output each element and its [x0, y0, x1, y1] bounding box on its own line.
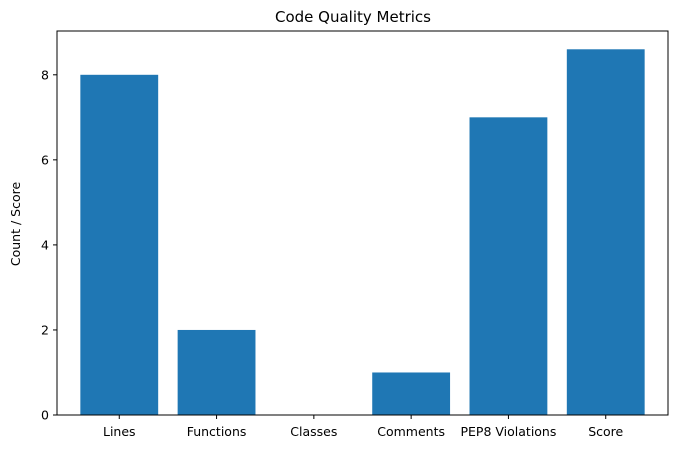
bar-functions: [177, 329, 256, 415]
chart-title: Code Quality Metrics: [275, 8, 431, 26]
bar-pep8-violations: [469, 117, 548, 415]
x-ticks-group: Lines Functions Classes Comments PEP8 Violat…: [103, 415, 624, 439]
bar-lines: [80, 74, 159, 416]
x-tick-label: Lines: [103, 424, 136, 439]
y-tick-label: 8: [41, 67, 49, 82]
bars-group: [80, 49, 645, 416]
plot-frame: [56, 30, 669, 416]
bar-comments: [372, 372, 451, 415]
bar-score: [566, 49, 645, 415]
x-tick-label: Score: [588, 424, 623, 439]
y-tick-label: 4: [41, 237, 49, 252]
y-tick-label: 6: [41, 152, 49, 167]
y-tick-label: 2: [41, 322, 49, 337]
y-tick-label: 0: [41, 408, 49, 423]
y-ticks-group: 0 2 4 6 8: [41, 67, 57, 423]
x-tick-label: Comments: [377, 424, 445, 439]
x-tick-label: Functions: [187, 424, 247, 439]
x-tick-label: PEP8 Violations: [460, 424, 556, 439]
y-axis-label: Count / Score: [8, 182, 23, 267]
x-tick-label: Classes: [290, 424, 337, 439]
